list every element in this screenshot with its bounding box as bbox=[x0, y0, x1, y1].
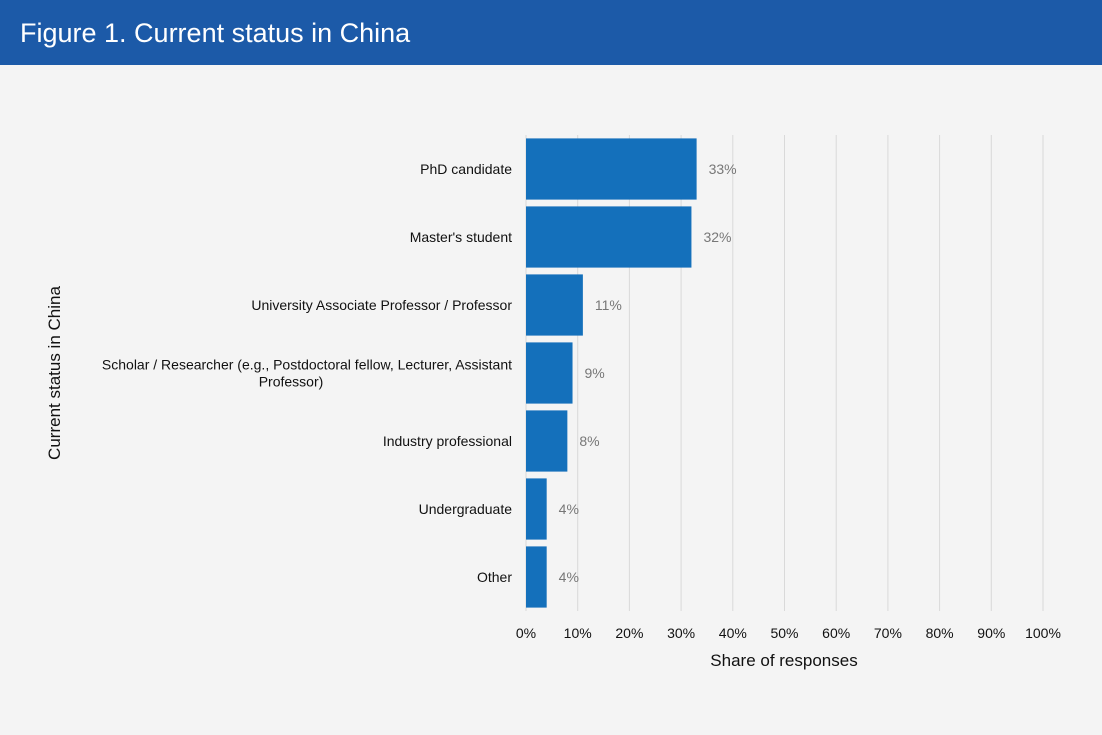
x-tick-label: 10% bbox=[564, 625, 592, 641]
bar bbox=[526, 138, 697, 200]
x-tick-label: 60% bbox=[822, 625, 850, 641]
x-tick-label: 30% bbox=[667, 625, 695, 641]
category-label: PhD candidate bbox=[420, 161, 512, 177]
x-tick-label: 70% bbox=[874, 625, 902, 641]
value-label: 9% bbox=[585, 365, 605, 381]
x-tick-labels: 0% 10% 20% 30% 40% 50% 60% 70% 80% 90% 100% bbox=[516, 625, 1061, 641]
category-label: Scholar / Researcher (e.g., Postdoctoral… bbox=[102, 357, 512, 373]
x-tick-label: 0% bbox=[516, 625, 536, 641]
category-label: Industry professional bbox=[383, 433, 512, 449]
category-label: Undergraduate bbox=[419, 501, 513, 517]
bar bbox=[526, 410, 568, 472]
bar bbox=[526, 342, 573, 404]
x-tick-label: 80% bbox=[926, 625, 954, 641]
value-label: 33% bbox=[709, 161, 737, 177]
x-axis-title: Share of responses bbox=[710, 651, 857, 670]
category-label: Professor) bbox=[259, 374, 324, 390]
category-label: Master's student bbox=[410, 229, 512, 245]
y-axis-title: Current status in China bbox=[45, 286, 64, 460]
bars bbox=[526, 138, 697, 608]
gridlines bbox=[525, 135, 1044, 611]
value-label: 32% bbox=[703, 229, 731, 245]
value-labels: 33% 32% 11% 9% 8% 4% 4% bbox=[559, 161, 737, 585]
category-labels: PhD candidate Master's student University … bbox=[102, 161, 512, 585]
x-tick-label: 90% bbox=[977, 625, 1005, 641]
bar bbox=[526, 206, 692, 268]
x-tick-label: 100% bbox=[1025, 625, 1061, 641]
figure-header: Figure 1. Current status in China bbox=[0, 0, 1102, 65]
category-label: Other bbox=[477, 569, 512, 585]
bar bbox=[526, 546, 547, 608]
x-tick-label: 50% bbox=[770, 625, 798, 641]
category-label: University Associate Professor / Profess… bbox=[251, 297, 512, 313]
value-label: 8% bbox=[579, 433, 599, 449]
figure-title: Figure 1. Current status in China bbox=[20, 18, 411, 48]
x-tick-label: 20% bbox=[615, 625, 643, 641]
value-label: 4% bbox=[559, 569, 579, 585]
x-tick-label: 40% bbox=[719, 625, 747, 641]
bar bbox=[526, 478, 547, 540]
bar bbox=[526, 274, 583, 336]
value-label: 4% bbox=[559, 501, 579, 517]
value-label: 11% bbox=[595, 297, 622, 313]
